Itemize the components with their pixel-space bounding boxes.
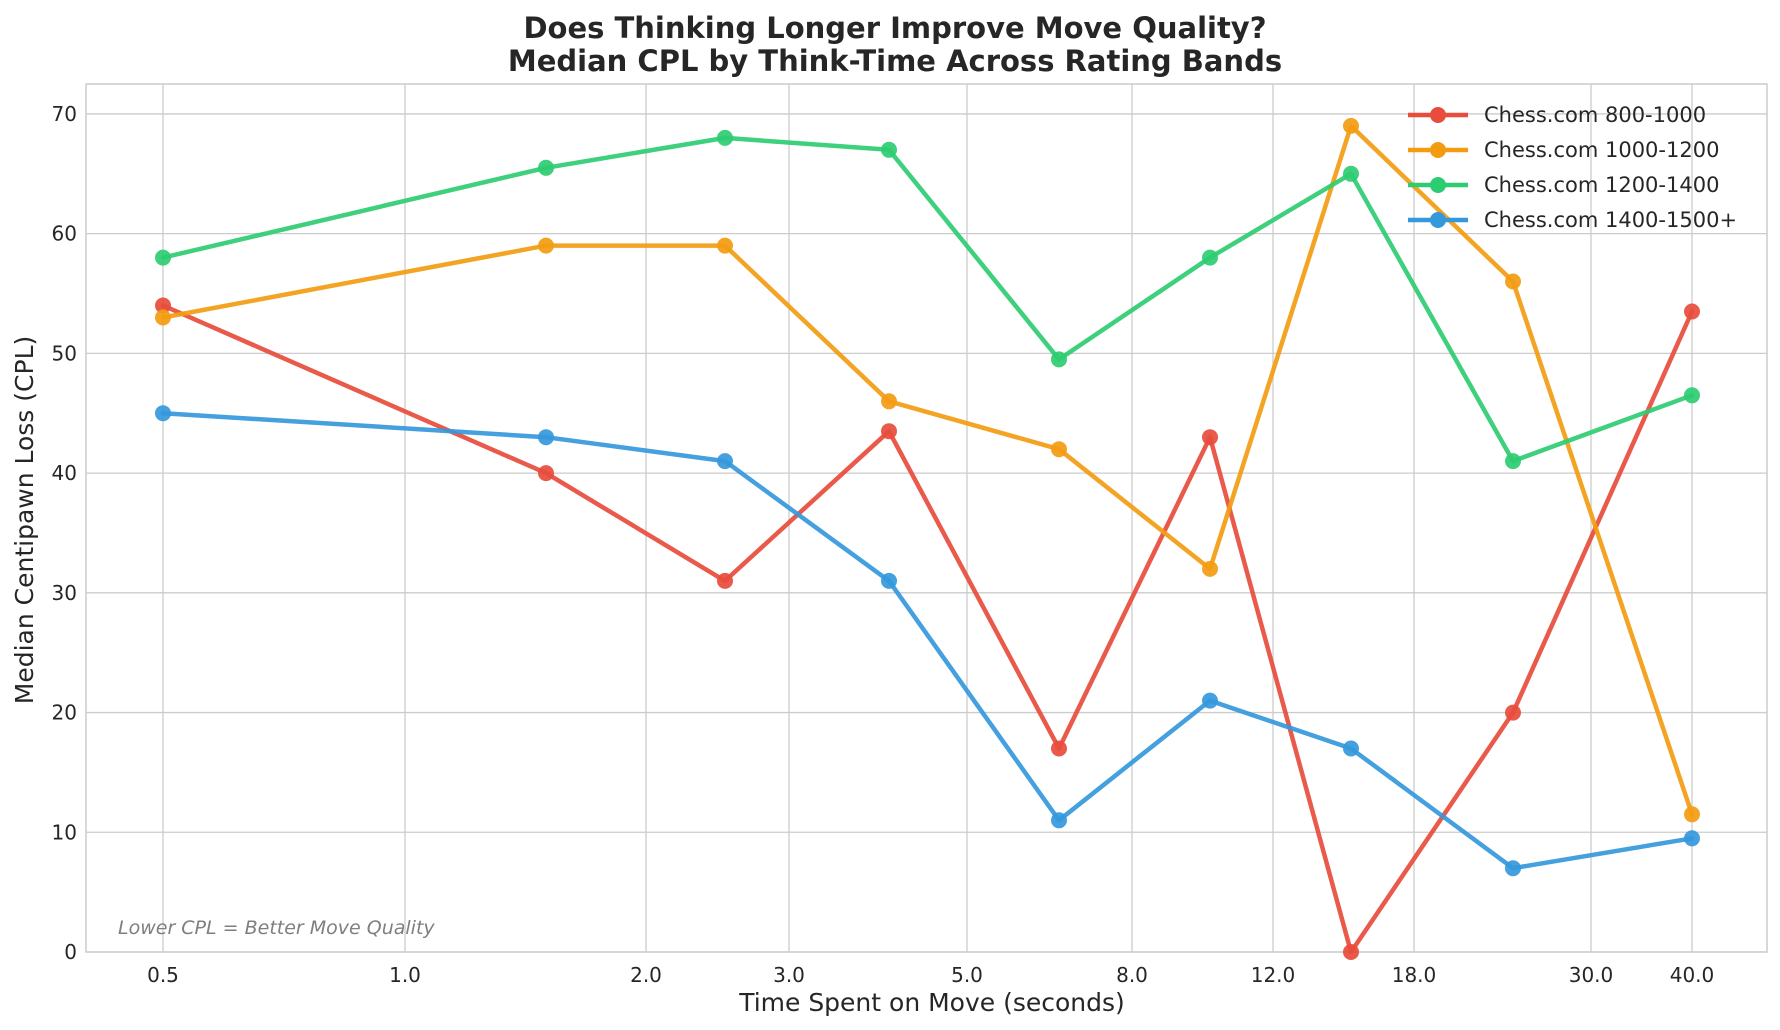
legend-entry: Chess.com 1400-1500+ (1408, 208, 1737, 232)
x-axis-label: Time Spent on Move (seconds) (738, 988, 1125, 1017)
data-point (1505, 453, 1521, 470)
data-point (1684, 806, 1700, 823)
y-tick-label: 40 (52, 461, 77, 485)
plot-area-frame (85, 83, 1768, 953)
data-point (1202, 429, 1218, 446)
x-axis-ticks: 0.5 1.0 2.0 3.0 5.0 8.0 12.0 18.0 30.0 40.0 (147, 963, 1714, 987)
data-point (155, 309, 171, 326)
y-tick-label: 0 (64, 940, 77, 964)
chart-title: Does Thinking Longer Improve Move Qualit… (523, 11, 1266, 45)
y-axis-ticks: 0 10 20 30 40 50 60 70 (52, 102, 77, 964)
legend-entry: Chess.com 800-1000 (1408, 103, 1706, 127)
data-point (1202, 692, 1218, 709)
chart-subtitle: Median CPL by Think-Time Across Rating B… (508, 44, 1282, 78)
series-line (160, 123, 1695, 817)
legend: Chess.com 800-1000 Chess.com 1000-1200 Che… (1408, 103, 1737, 232)
legend-swatch-marker (1430, 107, 1446, 123)
x-tick-label: 12.0 (1251, 963, 1296, 987)
data-point (1343, 740, 1359, 757)
data-point (1051, 740, 1067, 757)
data-point (1202, 249, 1218, 266)
x-tick-label: 18.0 (1392, 963, 1437, 987)
series-4 (155, 405, 1700, 877)
data-point (1343, 944, 1359, 960)
series-1 (155, 297, 1700, 960)
data-point (1343, 117, 1359, 134)
data-point (1684, 303, 1700, 320)
data-point (1684, 830, 1700, 847)
data-point (881, 141, 897, 158)
x-tick-label: 8.0 (1116, 963, 1148, 987)
y-tick-label: 70 (52, 102, 77, 126)
x-tick-label: 5.0 (951, 963, 983, 987)
data-point (1051, 812, 1067, 829)
data-point (881, 572, 897, 589)
x-tick-label: 0.5 (147, 963, 179, 987)
legend-swatch-marker (1430, 142, 1446, 158)
data-point (538, 465, 554, 482)
data-point (538, 429, 554, 446)
data-point (155, 249, 171, 266)
legend-label: Chess.com 1000-1200 (1484, 138, 1719, 162)
data-point (1343, 165, 1359, 182)
y-axis-label: Median Centipawn Loss (CPL) (10, 336, 39, 704)
y-tick-label: 50 (52, 341, 77, 365)
legend-swatch-marker (1430, 212, 1446, 228)
x-tick-label: 1.0 (389, 963, 421, 987)
legend-label: Chess.com 800-1000 (1484, 103, 1706, 127)
x-tick-label: 40.0 (1670, 963, 1715, 987)
data-point (1505, 273, 1521, 290)
data-point (1505, 860, 1521, 877)
data-point (155, 405, 171, 422)
data-point (538, 159, 554, 176)
legend-entry: Chess.com 1000-1200 (1408, 138, 1719, 162)
y-tick-label: 10 (52, 820, 77, 844)
series-line (160, 303, 1695, 955)
data-point (881, 423, 897, 440)
y-tick-label: 20 (52, 701, 77, 725)
data-point (717, 129, 733, 146)
data-point (1051, 351, 1067, 368)
data-point (1202, 560, 1218, 577)
x-tick-label: 2.0 (630, 963, 662, 987)
y-tick-label: 60 (52, 222, 77, 246)
data-point (717, 237, 733, 254)
data-point (1684, 387, 1700, 404)
legend-label: Chess.com 1200-1400 (1484, 173, 1719, 197)
series-lines (155, 117, 1700, 960)
x-tick-label: 30.0 (1569, 963, 1614, 987)
legend-entry: Chess.com 1200-1400 (1408, 173, 1719, 197)
data-point (881, 393, 897, 410)
x-tick-label: 3.0 (773, 963, 805, 987)
data-point (1505, 704, 1521, 721)
data-point (1051, 441, 1067, 458)
legend-label: Chess.com 1400-1500+ (1484, 208, 1737, 232)
data-point (155, 297, 171, 314)
data-point (717, 572, 733, 589)
series-2 (155, 117, 1700, 823)
series-3 (155, 129, 1700, 470)
data-point (717, 453, 733, 470)
y-tick-label: 30 (52, 581, 77, 605)
data-point (538, 237, 554, 254)
series-line (160, 410, 1695, 871)
legend-swatch-marker (1430, 177, 1446, 193)
lower-cpl-annotation: Lower CPL = Better Move Quality (118, 917, 435, 939)
